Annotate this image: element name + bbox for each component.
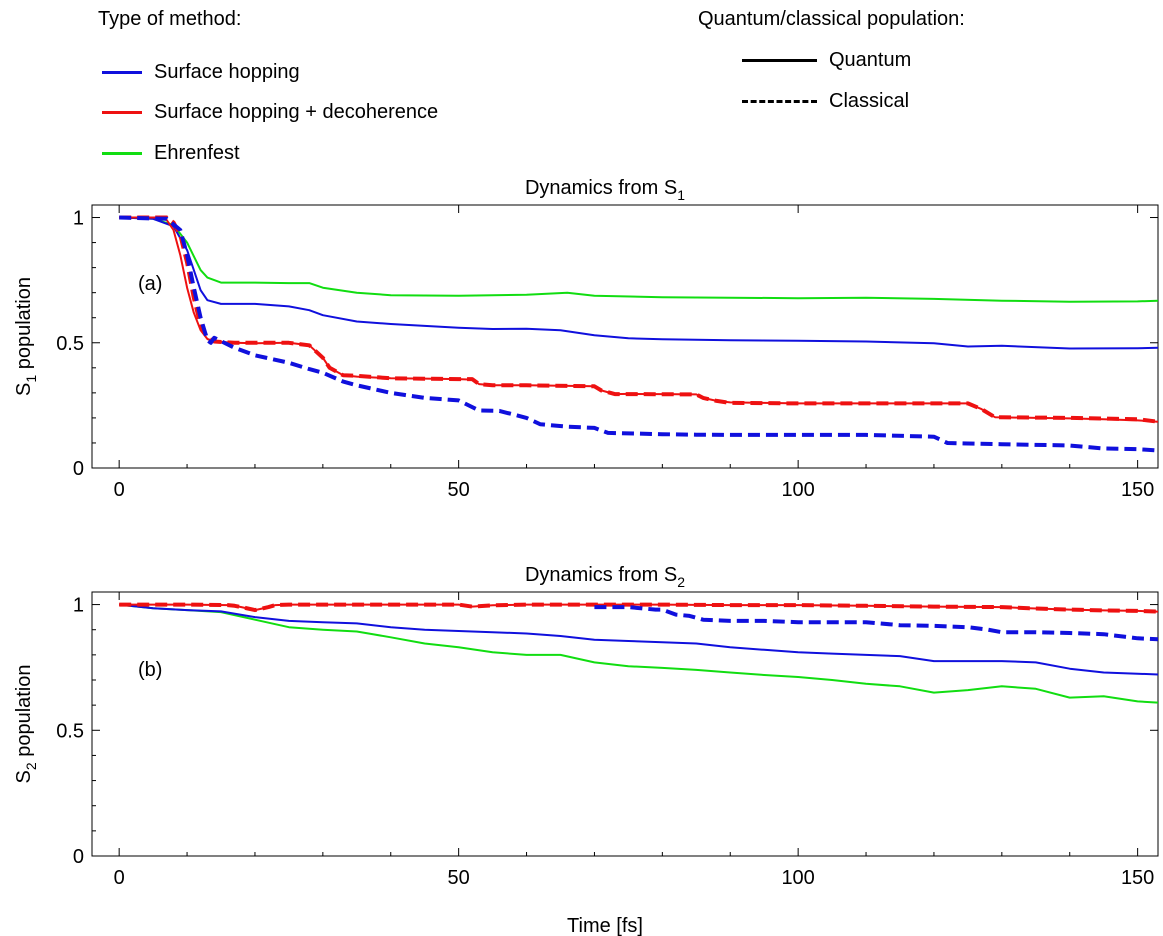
chart-panel-2: Dynamics from S2 S2 population (b) 0 50 100 15… (13, 564, 1159, 936)
x-tick-label: 100 (781, 479, 814, 501)
legend-label-surface-hopping-decoherence: Surface hopping + decoherence (154, 100, 439, 123)
legend-item-ehrenfest: Ehrenfest (102, 139, 240, 167)
population-legend-title: Quantum/classical population: (698, 8, 965, 30)
legend-swatch-surface-hopping (102, 70, 142, 74)
legend-label-classical: Classical (829, 89, 910, 112)
x-tick-label: 0 (114, 867, 125, 889)
x-tick-label: 150 (1121, 867, 1154, 889)
x-tick-label: 0 (114, 479, 125, 501)
legend-swatch-ehrenfest (102, 151, 142, 155)
series-surface-hopping-quantum (119, 603, 1158, 676)
legend-swatch-classical (742, 99, 817, 103)
series-surface-hopping-decoherence-classical (119, 215, 1158, 424)
y-axis-label: S2 population (13, 664, 39, 783)
panel-label: (b) (138, 659, 162, 681)
series-ehrenfest-quantum (119, 603, 1158, 704)
legend-item-quantum: Quantum (742, 46, 911, 74)
legend-item-classical: Classical (742, 87, 909, 115)
legend-swatch-quantum (742, 58, 817, 62)
y-tick-label: 0.5 (56, 333, 84, 355)
series-surface-hopping-classical (119, 215, 1158, 453)
series-surface-hopping-decoherence-classical (119, 602, 1158, 614)
x-tick-label: 50 (448, 479, 470, 501)
series-surface-hopping-classical (594, 605, 1158, 642)
method-legend-title: Type of method: (98, 8, 242, 30)
plot-frame (91, 204, 1159, 469)
chart-title: Dynamics from S2 (525, 564, 685, 590)
x-tick-label: 100 (781, 867, 814, 889)
x-tick-label: 50 (448, 867, 470, 889)
series-surface-hopping-decoherence-quantum (119, 216, 1158, 423)
y-axis-label: S1 population (13, 277, 39, 396)
y-tick-label: 0 (73, 846, 84, 868)
legend-label-ehrenfest: Ehrenfest (154, 141, 240, 164)
legend-swatch-surface-hopping-decoherence (102, 110, 142, 114)
panel-label: (a) (138, 273, 162, 295)
series-ehrenfest-quantum (119, 216, 1158, 303)
plot-frame (91, 591, 1159, 857)
series-surface-hopping-quantum (119, 216, 1158, 350)
legend-label-quantum: Quantum (829, 48, 912, 71)
y-tick-label: 0.5 (56, 720, 84, 742)
chart-title: Dynamics from S1 (525, 177, 685, 203)
legend-label-surface-hopping: Surface hopping (154, 60, 300, 83)
legend-item-surface-hopping-decoherence: Surface hopping + decoherence (102, 98, 438, 126)
y-tick-label: 1 (73, 208, 84, 230)
chart-panel-1: Dynamics from S1 S1 population (a) 0 50 100 15… (13, 177, 1159, 501)
y-tick-label: 1 (73, 595, 84, 617)
x-axis-label: Time [fs] (567, 915, 643, 936)
y-tick-label: 0 (73, 458, 84, 480)
legend-item-surface-hopping: Surface hopping (102, 58, 300, 86)
x-tick-label: 150 (1121, 479, 1154, 501)
